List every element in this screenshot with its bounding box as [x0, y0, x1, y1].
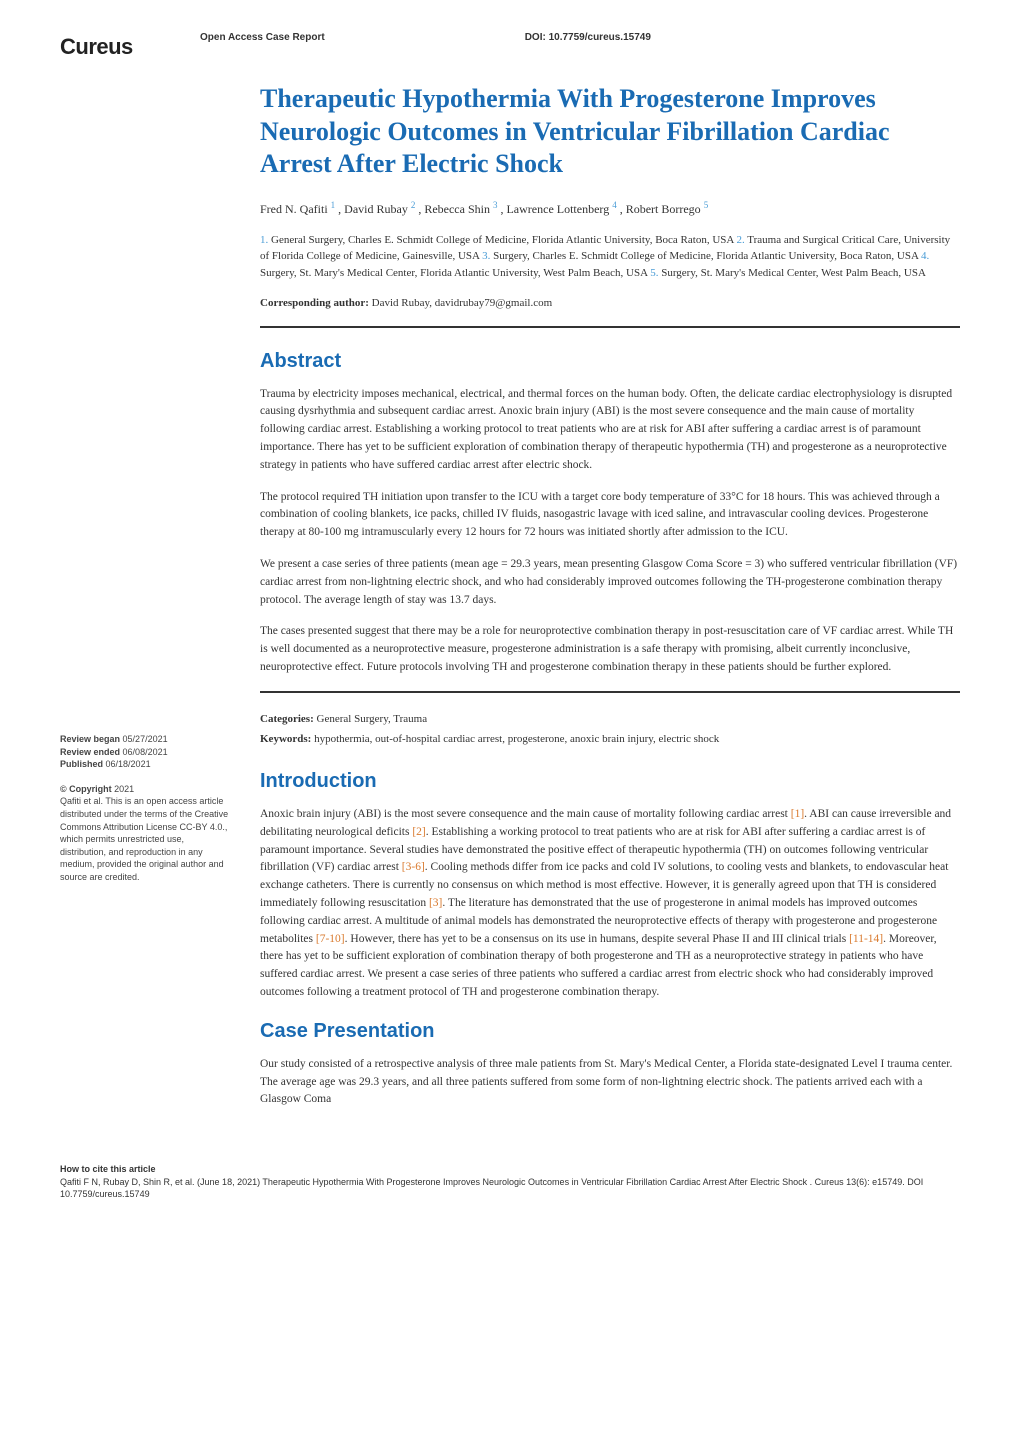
review-dates: Review began 05/27/2021 Review ended 06/…	[60, 733, 230, 771]
abstract-paragraph: We present a case series of three patien…	[260, 556, 960, 609]
affiliation-text: Surgery, St. Mary's Medical Center, West…	[661, 267, 926, 279]
abstract-heading: Abstract	[260, 346, 960, 376]
sidebar: Review began 05/27/2021 Review ended 06/…	[60, 83, 230, 1123]
case-presentation-paragraph: Our study consisted of a retrospective a…	[260, 1056, 960, 1109]
cite-text: Qafiti F N, Rubay D, Shin R, et al. (Jun…	[60, 1176, 960, 1201]
introduction-body: Anoxic brain injury (ABI) is the most se…	[260, 806, 960, 1002]
keywords-text: hypothermia, out-of-hospital cardiac arr…	[314, 733, 719, 745]
categories-text: General Surgery, Trauma	[317, 713, 428, 725]
footer: How to cite this article Qafiti F N, Rub…	[60, 1163, 960, 1201]
access-label: Open Access Case Report	[200, 32, 325, 43]
author-sup: 1	[331, 200, 336, 210]
categories-label: Categories:	[260, 713, 314, 725]
published-label: Published	[60, 759, 103, 769]
review-began-date: 05/27/2021	[123, 734, 168, 744]
review-ended-label: Review ended	[60, 747, 120, 757]
citation-ref: [1]	[791, 808, 804, 820]
author: Rebecca Shin 3	[424, 202, 497, 216]
published-date: 06/18/2021	[106, 759, 151, 769]
affiliation-text: General Surgery, Charles E. Schmidt Coll…	[271, 234, 734, 246]
introduction-paragraph: Anoxic brain injury (ABI) is the most se…	[260, 806, 960, 1002]
affiliation-num: 5.	[650, 267, 658, 279]
divider-top	[260, 326, 960, 328]
doi-label: DOI:	[525, 32, 546, 43]
citation-ref: [3-6]	[402, 861, 425, 873]
abstract-paragraph: The protocol required TH initiation upon…	[260, 489, 960, 542]
header: Cureus Open Access Case Report DOI: 10.7…	[60, 30, 960, 63]
copyright-text: Qafiti et al. This is an open access art…	[60, 795, 230, 883]
author: Robert Borrego 5	[626, 202, 708, 216]
affiliations: 1. General Surgery, Charles E. Schmidt C…	[260, 232, 960, 282]
affiliation-text: Surgery, St. Mary's Medical Center, Flor…	[260, 267, 647, 279]
access-type: Open Access Case Report	[200, 30, 325, 45]
citation-ref: [11-14]	[849, 933, 883, 945]
citation-ref: [2]	[412, 826, 425, 838]
introduction-heading: Introduction	[260, 766, 960, 796]
affiliation-num: 2.	[736, 234, 744, 246]
case-presentation-body: Our study consisted of a retrospective a…	[260, 1056, 960, 1109]
author: David Rubay 2	[344, 202, 415, 216]
sidebar-spacer	[60, 83, 230, 733]
affiliation-num: 3.	[482, 250, 490, 262]
review-began-label: Review began	[60, 734, 120, 744]
keywords: Keywords: hypothermia, out-of-hospital c…	[260, 731, 960, 748]
copyright-label: © Copyright	[60, 784, 112, 794]
cite-label: How to cite this article	[60, 1163, 960, 1176]
case-presentation-heading: Case Presentation	[260, 1016, 960, 1046]
citation-ref: [3]	[429, 897, 442, 909]
citation-ref: [7-10]	[316, 933, 345, 945]
copyright-block: © Copyright 2021 Qafiti et al. This is a…	[60, 783, 230, 884]
categories: Categories: General Surgery, Trauma	[260, 711, 960, 728]
copyright-year: 2021	[114, 784, 134, 794]
affiliation-text: Surgery, Charles E. Schmidt College of M…	[493, 250, 918, 262]
article-title: Therapeutic Hypothermia With Progesteron…	[260, 83, 960, 181]
abstract-paragraph: Trauma by electricity imposes mechanical…	[260, 386, 960, 475]
main-layout: Review began 05/27/2021 Review ended 06/…	[60, 83, 960, 1123]
author-sup: 4	[612, 200, 617, 210]
content-column: Therapeutic Hypothermia With Progesteron…	[260, 83, 960, 1123]
affiliation-num: 4.	[921, 250, 929, 262]
abstract-paragraph: The cases presented suggest that there m…	[260, 623, 960, 676]
review-ended-date: 06/08/2021	[123, 747, 168, 757]
abstract-body: Trauma by electricity imposes mechanical…	[260, 386, 960, 677]
author-sup: 2	[411, 200, 416, 210]
affiliation-num: 1.	[260, 234, 268, 246]
author: Lawrence Lottenberg 4	[506, 202, 616, 216]
author-sup: 5	[704, 200, 709, 210]
corresponding-author: Corresponding author: David Rubay, david…	[260, 295, 960, 312]
keywords-label: Keywords:	[260, 733, 311, 745]
corresponding-label: Corresponding author:	[260, 297, 369, 309]
journal-logo: Cureus	[60, 30, 200, 63]
doi-value: 10.7759/cureus.15749	[549, 32, 651, 43]
author: Fred N. Qafiti 1	[260, 202, 335, 216]
divider-mid	[260, 691, 960, 693]
corresponding-text: David Rubay, davidrubay79@gmail.com	[372, 297, 553, 309]
doi: DOI: 10.7759/cureus.15749	[525, 30, 651, 45]
author-sup: 3	[493, 200, 498, 210]
author-list: Fred N. Qafiti 1 , David Rubay 2 , Rebec…	[260, 199, 960, 218]
